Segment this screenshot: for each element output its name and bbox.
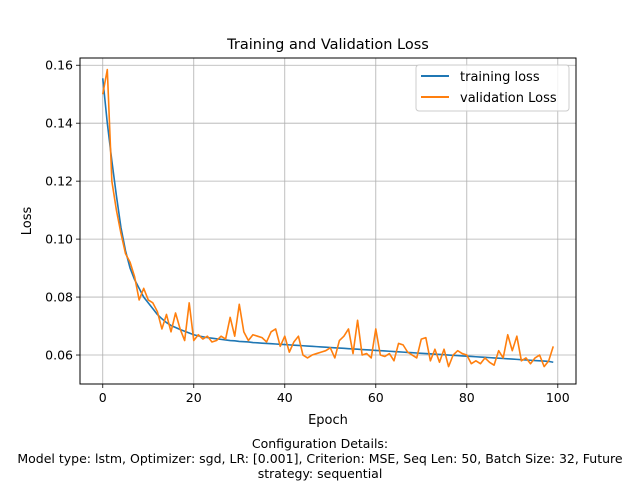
legend: training loss validation Loss xyxy=(415,64,570,112)
y-tick-label: 0.16 xyxy=(45,58,73,73)
y-tick-label: 0.12 xyxy=(45,174,73,189)
series-line-training xyxy=(101,78,554,364)
plot-frame xyxy=(79,57,577,385)
configuration-caption: Configuration Details: Model type: lstm,… xyxy=(0,436,640,481)
series-line-validation xyxy=(101,68,555,368)
legend-label-training: training loss xyxy=(460,70,540,85)
x-tick-label: 60 xyxy=(368,390,384,405)
y-tick-label: 0.14 xyxy=(45,116,73,131)
caption-details: Model type: lstm, Optimizer: sgd, LR: [0… xyxy=(17,451,623,466)
x-tick-label: 40 xyxy=(277,390,293,405)
x-tick-label: 100 xyxy=(546,390,570,405)
axis-ticks: 0 20 40 60 80 100 0.06 0.08 0.10 0.12 0.14 0.16 xyxy=(45,58,570,405)
series-layer xyxy=(101,68,555,368)
grid-lines xyxy=(80,58,576,384)
caption-strategy: strategy: sequential xyxy=(257,466,383,481)
y-axis-label: Loss xyxy=(20,207,35,236)
x-tick-label: 80 xyxy=(459,390,475,405)
caption-heading: Configuration Details: xyxy=(251,436,389,451)
x-axis-label: Epoch xyxy=(308,413,348,428)
legend-label-validation: validation Loss xyxy=(460,91,557,106)
loss-chart: Training and Validation Loss 0 20 40 60 80 10… xyxy=(20,37,577,428)
y-tick-label: 0.08 xyxy=(45,290,73,305)
chart-title: Training and Validation Loss xyxy=(226,37,429,53)
legend-frame xyxy=(415,64,570,112)
y-tick-label: 0.06 xyxy=(45,348,73,363)
y-tick-label: 0.10 xyxy=(45,232,73,247)
x-tick-label: 0 xyxy=(99,390,107,405)
x-tick-label: 20 xyxy=(186,390,202,405)
